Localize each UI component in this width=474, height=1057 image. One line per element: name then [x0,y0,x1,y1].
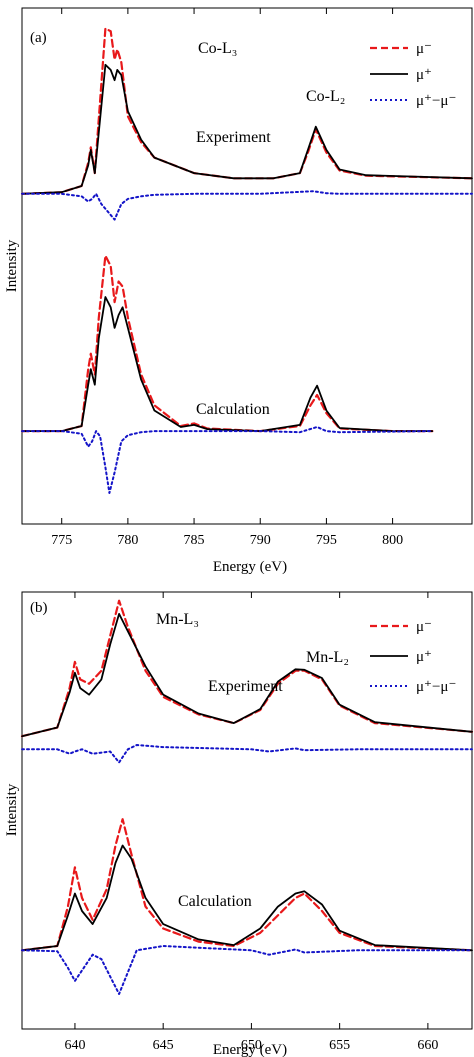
x-tick-label-b-660: 660 [417,1038,438,1053]
series-a-experiment-diff [21,190,473,221]
legend-b-label-mu-minus: μ⁻ [416,619,432,635]
legend-a: μ⁻ μ⁺ μ⁺−μ⁻ [370,41,456,109]
x-tick-label-a-790: 790 [250,533,271,548]
series-a-calculation-mu-minus [20,254,434,433]
panel-a-curves [20,27,474,494]
x-tick-label-a-780: 780 [117,533,138,548]
edge-label-mn-l3: Mn-L₃ [156,611,199,628]
edge-label-co-l3: Co-L₃ [198,40,237,57]
legend-b: μ⁻ μ⁺ μ⁺−μ⁻ [370,619,456,695]
legend-a-label-diff: μ⁺−μ⁻ [416,93,456,109]
panel-b-frame [21,591,473,1030]
x-tick-label-b-655: 655 [329,1038,350,1053]
legend-b-label-mu-plus: μ⁺ [416,649,432,665]
series-b-experiment-mu-plus [21,613,473,738]
series-b-calculation-mu-plus [21,844,473,952]
series-b-calculation-mu-minus [20,818,474,952]
x-tick-label-b-645: 645 [153,1038,174,1053]
panel-a-ylabel: Intensity [4,239,20,292]
edge-label-mn-l2: Mn-L₂ [306,649,349,666]
series-b-calculation-diff [21,945,473,995]
panel-b: (b) 640 645 650 655 660 Energy (eV) Intensit… [4,591,474,1057]
series-a-experiment-mu-plus [21,63,473,195]
x-tick-label-a-795: 795 [316,533,337,548]
x-tick-label-a-800: 800 [382,533,403,548]
series-b-experiment-mu-minus [20,599,474,738]
x-tick-label-a-775: 775 [51,533,72,548]
series-b-experiment-diff [21,744,473,764]
panel-b-ylabel: Intensity [4,783,20,836]
legend-b-label-diff: μ⁺−μ⁻ [416,679,456,695]
panel-a: (a) 775 780 785 790 795 800 Energy (eV) Inten… [4,7,474,575]
legend-a-label-mu-plus: μ⁺ [416,67,432,83]
panel-a-x-ticks: 775 780 785 790 795 800 [51,8,403,548]
panel-a-label: (a) [30,30,47,46]
panel-b-x-ticks: 640 645 650 655 660 [64,592,438,1053]
x-tick-label-b-650: 650 [241,1038,262,1053]
panel-b-xlabel: Energy (eV) [213,1042,287,1057]
x-tick-label-b-640: 640 [64,1038,85,1053]
group-label-experiment-b: Experiment [208,678,283,695]
panel-b-curves [20,599,474,995]
x-tick-label-a-785: 785 [184,533,205,548]
group-label-experiment-a: Experiment [196,129,271,146]
panel-a-frame [21,7,473,525]
group-label-calculation-a: Calculation [196,401,270,418]
edge-label-co-l2: Co-L₂ [306,88,345,105]
group-label-calculation-b: Calculation [178,893,252,910]
series-a-calculation-mu-plus [21,296,434,432]
series-a-experiment-mu-minus [20,27,474,195]
panel-b-label: (b) [30,600,48,616]
panel-a-xlabel: Energy (eV) [213,559,287,575]
legend-a-label-mu-minus: μ⁻ [416,41,432,57]
series-a-calculation-diff [21,426,434,494]
